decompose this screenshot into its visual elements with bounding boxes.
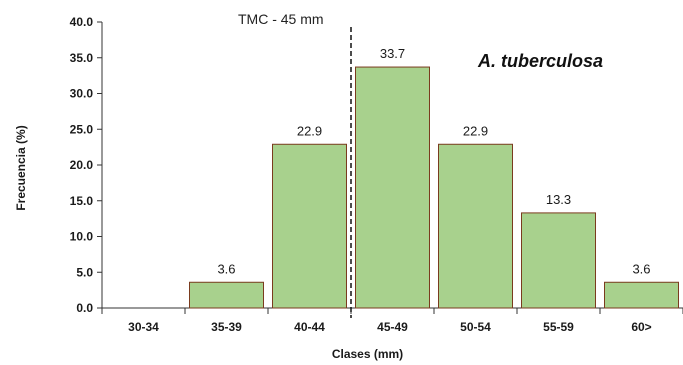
tmc-reference-label: TMC - 45 mm xyxy=(238,11,324,27)
data-label: 3.6 xyxy=(217,261,235,276)
bar-40-44 xyxy=(272,143,347,309)
data-label: 3.6 xyxy=(632,261,650,276)
x-axis-title: Clases (mm) xyxy=(332,347,403,361)
x-tick-label: 45-49 xyxy=(377,320,408,334)
bar-35-39 xyxy=(189,281,264,309)
x-tick-label: 50-54 xyxy=(460,320,491,334)
data-label: 33.7 xyxy=(380,46,405,61)
y-tick-label: 40.0 xyxy=(70,15,94,29)
y-tick-label: 0.0 xyxy=(76,301,93,315)
x-tick-label: 60> xyxy=(631,320,651,334)
y-tick-label: 15.0 xyxy=(70,194,94,208)
bar-50-54 xyxy=(438,143,513,309)
x-tick-label: 55-59 xyxy=(543,320,574,334)
data-label: 13.3 xyxy=(546,192,571,207)
y-tick-label: 30.0 xyxy=(70,87,94,101)
bars xyxy=(189,66,679,309)
bar-60> xyxy=(604,281,679,309)
y-tick-label: 5.0 xyxy=(76,265,93,279)
bar-55-59 xyxy=(521,212,596,309)
x-tick-label: 30-34 xyxy=(128,320,159,334)
data-label: 22.9 xyxy=(297,123,322,138)
y-tick-label: 35.0 xyxy=(70,51,94,65)
y-tick-label: 20.0 xyxy=(70,158,94,172)
species-annotation: A. tuberculosa xyxy=(477,51,603,71)
y-axis-title: Frecuencia (%) xyxy=(14,125,28,210)
y-tick-label: 25.0 xyxy=(70,122,94,136)
y-tick-label: 10.0 xyxy=(70,230,94,244)
bar-45-49 xyxy=(355,66,430,309)
x-tick-label: 35-39 xyxy=(211,320,242,334)
y-axis: 0.0 5.0 10.0 15.0 20.0 25.0 30.0 35.0 40.0 xyxy=(70,15,103,315)
x-tick-label: 40-44 xyxy=(294,320,325,334)
data-labels: 3.6 22.9 33.7 22.9 13.3 3.6 xyxy=(217,46,650,276)
data-label: 22.9 xyxy=(463,123,488,138)
x-axis: 30-34 35-39 40-44 45-49 50-54 55-59 60> xyxy=(101,307,683,334)
